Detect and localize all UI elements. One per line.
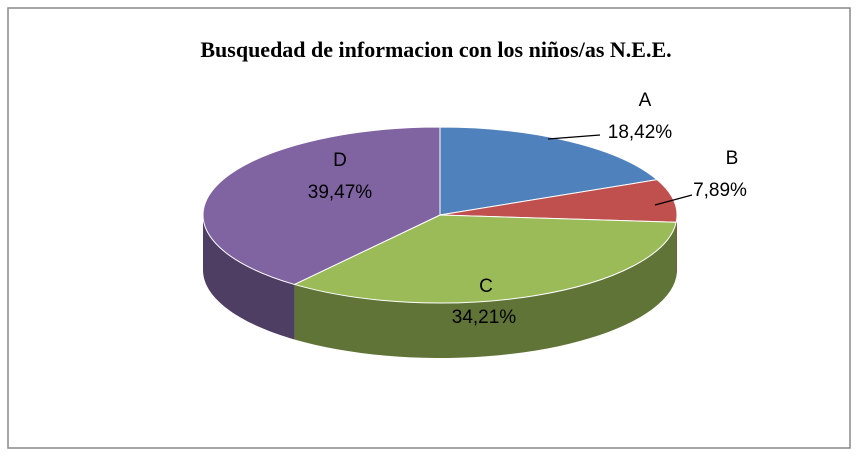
pie-slice-side [676,215,677,278]
pie-slice [439,126,659,216]
leader-line [654,194,693,206]
leader-line [547,134,601,140]
pie-slice-side [294,222,677,358]
category-label: B [726,148,739,169]
value-label: 34,21% [452,307,517,328]
pie-slice-side [203,215,295,340]
category-label: C [479,276,493,297]
pie-slice [293,214,677,304]
category-label: A [639,90,652,111]
chart-title: Busquedad de informacion con los niños/a… [200,37,671,62]
category-label: D [333,150,347,171]
value-label: 18,42% [608,122,673,143]
value-label: 39,47% [308,182,373,203]
pie-slice [202,126,441,285]
value-label: 7,89% [693,180,747,201]
